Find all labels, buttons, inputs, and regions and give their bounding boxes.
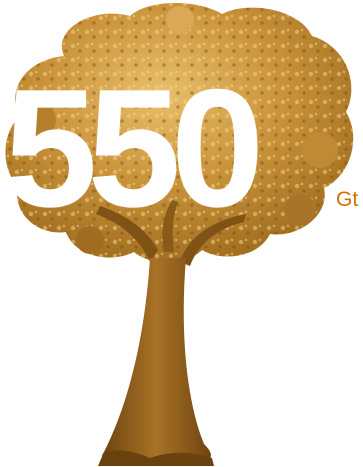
tree-trunk: [96, 200, 246, 466]
caption-line: in all forests!: [233, 416, 358, 441]
caption-line: more than: [257, 341, 357, 366]
caption-line: carbon stored: [222, 391, 357, 416]
stat-unit: Gt: [336, 188, 359, 211]
stat-caption: of carbon - more than twice the carbon s…: [157, 316, 357, 441]
caption-line: of carbon -: [251, 316, 357, 341]
caption-line: twice the: [270, 366, 357, 391]
tree-canopy: [5, 3, 354, 263]
stat-value: 550: [4, 54, 264, 242]
